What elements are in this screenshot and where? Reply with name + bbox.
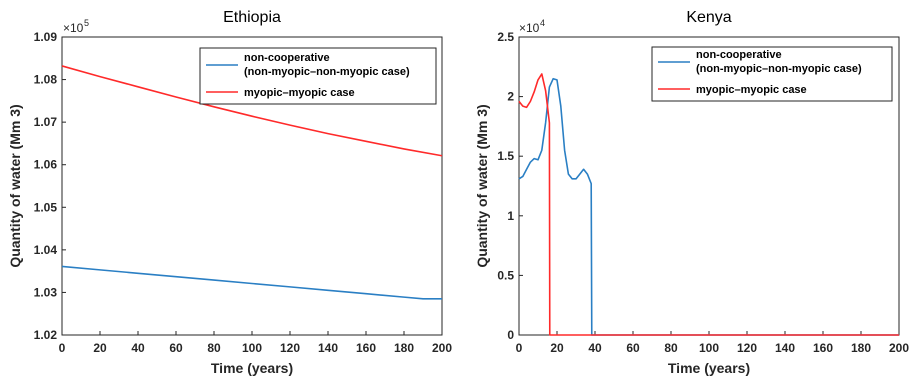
x-tick-label: 20	[93, 341, 107, 355]
x-tick-label: 60	[169, 341, 183, 355]
legend: non-cooperative (non-myopic–non-myopic c…	[651, 46, 893, 102]
x-tick-label: 0	[59, 341, 66, 355]
chart-ethiopia: Ethiopia Time (years) Quantity of water …	[7, 9, 452, 376]
x-tick-label: 160	[356, 341, 376, 355]
x-axis-label: Time (years)	[211, 360, 293, 376]
y-axis-label: Quantity of water (Mm 3)	[7, 104, 23, 267]
series-line-myopic	[518, 73, 899, 336]
y-tick-label: 1.02	[34, 328, 58, 342]
series-line-myopic	[61, 65, 443, 157]
legend-label-line1: non-cooperative	[244, 52, 330, 64]
series-layer	[518, 73, 899, 336]
y-tick-label: 2.5	[497, 30, 514, 44]
x-tick-label: 20	[550, 341, 564, 355]
x-ticks: 0 20 40 60 80 100 120 140 160 180 200	[516, 331, 909, 355]
y-tick-label: 2	[507, 90, 514, 104]
x-tick-label: 80	[664, 341, 678, 355]
legend: non-cooperative (non-myopic–non-myopic c…	[199, 47, 437, 105]
y-ticks: 0 0.5 1 1.5 2 2.5	[497, 30, 523, 342]
y-multiplier-exponent: 5	[84, 18, 89, 28]
series-line-noncooperative	[61, 265, 442, 300]
y-multiplier-base: ×10	[63, 21, 84, 35]
legend-label-myopic: myopic–myopic case	[244, 87, 355, 99]
x-tick-label: 120	[737, 341, 757, 355]
x-tick-label: 40	[588, 341, 602, 355]
y-tick-label: 1.05	[34, 200, 58, 214]
y-tick-label: 1.03	[34, 285, 58, 299]
x-ticks: 0 20 40 60 80 100 120 140 160 180 200	[59, 331, 452, 355]
y-tick-label: 1.5	[497, 149, 514, 163]
chart-title: Kenya	[686, 9, 731, 26]
legend-box	[199, 47, 437, 105]
x-tick-label: 120	[280, 341, 300, 355]
y-tick-label: 1.07	[34, 115, 58, 129]
y-multiplier: ×10 5	[63, 18, 89, 35]
y-multiplier-base: ×10	[519, 21, 540, 35]
y-tick-label: 1.06	[34, 158, 58, 172]
chart-title: Ethiopia	[223, 9, 281, 26]
y-tick-label: 1.09	[34, 30, 58, 44]
legend-box	[651, 46, 893, 102]
x-tick-label: 100	[699, 341, 719, 355]
series-layer	[61, 65, 443, 300]
x-tick-label: 0	[516, 341, 523, 355]
x-tick-label: 60	[626, 341, 640, 355]
x-tick-label: 160	[813, 341, 833, 355]
x-tick-label: 180	[851, 341, 871, 355]
y-ticks: 1.02 1.03 1.04 1.05 1.06 1.07 1.08 1.09	[34, 30, 66, 342]
y-axis-label: Quantity of water (Mm 3)	[474, 104, 490, 267]
x-tick-label: 100	[242, 341, 262, 355]
x-tick-label: 140	[318, 341, 338, 355]
x-tick-label: 140	[775, 341, 795, 355]
series-line-noncooperative	[518, 77, 899, 336]
y-tick-label: 1.04	[34, 243, 58, 257]
x-tick-label: 200	[889, 341, 909, 355]
legend-label-line2: (non-myopic–non-myopic case)	[696, 63, 862, 75]
y-tick-label: 1.08	[34, 73, 58, 87]
legend-label-line1: non-cooperative	[696, 49, 782, 61]
y-tick-label: 0	[507, 328, 514, 342]
chart-kenya: Kenya Time (years) Quantity of water (Mm…	[474, 9, 909, 376]
legend-label-line2: (non-myopic–non-myopic case)	[244, 66, 410, 78]
x-tick-label: 200	[432, 341, 452, 355]
x-axis-label: Time (years)	[668, 360, 750, 376]
y-multiplier-exponent: 4	[540, 18, 545, 28]
y-tick-label: 1	[507, 209, 514, 223]
x-tick-label: 40	[131, 341, 145, 355]
x-tick-label: 180	[394, 341, 414, 355]
y-tick-label: 0.5	[497, 268, 514, 282]
x-tick-label: 80	[207, 341, 221, 355]
y-multiplier: ×10 4	[519, 18, 545, 35]
legend-label-myopic: myopic–myopic case	[696, 84, 807, 96]
